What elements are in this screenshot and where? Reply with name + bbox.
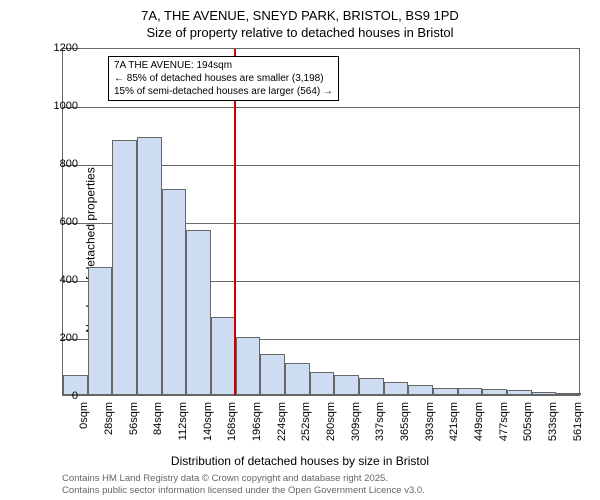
- x-tick-label: 337sqm: [374, 402, 386, 441]
- chart-title-desc: Size of property relative to detached ho…: [0, 25, 600, 40]
- gridline: [63, 107, 579, 108]
- histogram-bar: [408, 385, 433, 395]
- x-tick-label: 365sqm: [399, 402, 411, 441]
- x-tick-label: 309sqm: [350, 402, 362, 441]
- histogram-bar: [137, 137, 162, 395]
- histogram-bar: [556, 393, 581, 395]
- histogram-bar: [507, 390, 532, 395]
- y-tick-label: 400: [38, 274, 78, 286]
- histogram-bar: [334, 375, 359, 395]
- annotation-subject: 7A THE AVENUE: 194sqm: [114, 59, 333, 72]
- x-tick-label: 140sqm: [202, 402, 214, 441]
- histogram-bar: [211, 317, 236, 395]
- attribution-line1: Contains HM Land Registry data © Crown c…: [62, 473, 388, 484]
- x-tick-label: 224sqm: [276, 402, 288, 441]
- y-tick-label: 1200: [38, 42, 78, 54]
- histogram-bar: [384, 382, 409, 395]
- histogram-bar: [285, 363, 310, 395]
- annotation-box: 7A THE AVENUE: 194sqm ← 85% of detached …: [108, 56, 339, 101]
- histogram-bar: [310, 372, 335, 395]
- x-tick-label: 84sqm: [152, 402, 164, 435]
- x-tick-label: 0sqm: [78, 402, 90, 429]
- histogram-bar: [433, 388, 458, 395]
- histogram-bar: [260, 354, 285, 395]
- x-tick-label: 393sqm: [424, 402, 436, 441]
- histogram-bar: [186, 230, 211, 395]
- chart-title-address: 7A, THE AVENUE, SNEYD PARK, BRISTOL, BS9…: [0, 8, 600, 23]
- x-tick-label: 561sqm: [572, 402, 584, 441]
- x-tick-label: 28sqm: [103, 402, 115, 435]
- x-axis-label: Distribution of detached houses by size …: [0, 454, 600, 468]
- x-tick-label: 56sqm: [128, 402, 140, 435]
- histogram-bar: [359, 378, 384, 395]
- chart-container: 7A, THE AVENUE, SNEYD PARK, BRISTOL, BS9…: [0, 0, 600, 500]
- histogram-bar: [532, 392, 557, 395]
- annotation-larger: 15% of semi-detached houses are larger (…: [114, 85, 333, 98]
- attribution-line2: Contains public sector information licen…: [62, 485, 425, 496]
- histogram-bar: [236, 337, 261, 395]
- x-tick-label: 533sqm: [547, 402, 559, 441]
- x-tick-label: 505sqm: [522, 402, 534, 441]
- y-tick-label: 800: [38, 158, 78, 170]
- x-tick-label: 280sqm: [325, 402, 337, 441]
- x-tick-label: 421sqm: [448, 402, 460, 441]
- x-tick-label: 196sqm: [251, 402, 263, 441]
- x-tick-label: 477sqm: [498, 402, 510, 441]
- histogram-bar: [162, 189, 187, 395]
- x-tick-label: 449sqm: [473, 402, 485, 441]
- histogram-bar: [482, 389, 507, 395]
- y-tick-label: 1000: [38, 100, 78, 112]
- y-tick-label: 600: [38, 216, 78, 228]
- y-tick-label: 0: [38, 390, 78, 402]
- histogram-bar: [458, 388, 483, 395]
- x-tick-label: 168sqm: [226, 402, 238, 441]
- y-tick-label: 200: [38, 332, 78, 344]
- histogram-bar: [88, 267, 113, 395]
- x-tick-label: 252sqm: [300, 402, 312, 441]
- x-tick-label: 112sqm: [177, 402, 189, 440]
- annotation-smaller: ← 85% of detached houses are smaller (3,…: [114, 72, 333, 85]
- histogram-bar: [112, 140, 137, 395]
